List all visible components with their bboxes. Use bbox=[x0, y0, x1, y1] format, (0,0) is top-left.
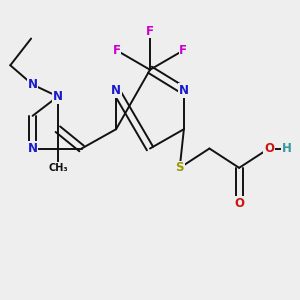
Text: N: N bbox=[179, 84, 189, 97]
Text: N: N bbox=[28, 142, 38, 155]
Text: H: H bbox=[282, 142, 292, 155]
Text: CH₃: CH₃ bbox=[48, 163, 68, 173]
Text: F: F bbox=[113, 44, 121, 57]
Text: S: S bbox=[176, 161, 184, 174]
Text: N: N bbox=[111, 84, 121, 97]
Text: O: O bbox=[264, 142, 274, 155]
Text: N: N bbox=[53, 90, 63, 103]
Text: F: F bbox=[146, 25, 154, 38]
Text: O: O bbox=[234, 197, 244, 210]
Text: F: F bbox=[179, 44, 187, 57]
Text: N: N bbox=[28, 78, 38, 91]
